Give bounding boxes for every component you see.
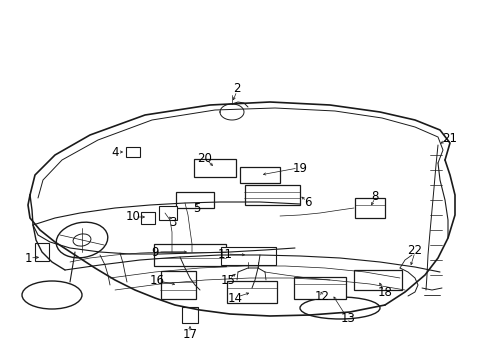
Bar [35, 243, 49, 261]
Text: 18: 18 [377, 285, 392, 298]
Text: 19: 19 [292, 162, 307, 175]
Text: 10: 10 [125, 211, 140, 224]
Text: 21: 21 [442, 131, 457, 144]
Text: 13: 13 [340, 311, 355, 324]
Bar [141, 212, 155, 224]
Bar [154, 244, 225, 266]
Text: 12: 12 [314, 289, 329, 302]
Bar [220, 247, 275, 265]
Text: 1: 1 [24, 252, 32, 265]
Bar [194, 159, 236, 177]
Bar [240, 167, 280, 183]
Bar [126, 147, 140, 157]
Text: 9: 9 [151, 246, 159, 258]
Bar [159, 206, 177, 220]
Bar [293, 277, 346, 299]
Text: 20: 20 [197, 152, 212, 165]
Bar [160, 271, 195, 299]
Text: 14: 14 [227, 292, 242, 305]
Text: 11: 11 [217, 248, 232, 261]
Bar [354, 198, 384, 218]
Text: 6: 6 [304, 195, 311, 208]
Text: 17: 17 [182, 328, 197, 342]
Text: 4: 4 [111, 145, 119, 158]
Text: 15: 15 [220, 274, 235, 287]
Text: 2: 2 [233, 81, 240, 94]
Bar [353, 270, 401, 290]
Bar [226, 281, 276, 303]
Text: 8: 8 [370, 189, 378, 202]
Bar [244, 185, 299, 205]
Bar [176, 192, 214, 208]
Text: 22: 22 [407, 243, 422, 256]
Text: 16: 16 [149, 274, 164, 287]
Text: 5: 5 [193, 202, 200, 215]
Bar [182, 307, 198, 323]
Text: 3: 3 [169, 216, 176, 229]
